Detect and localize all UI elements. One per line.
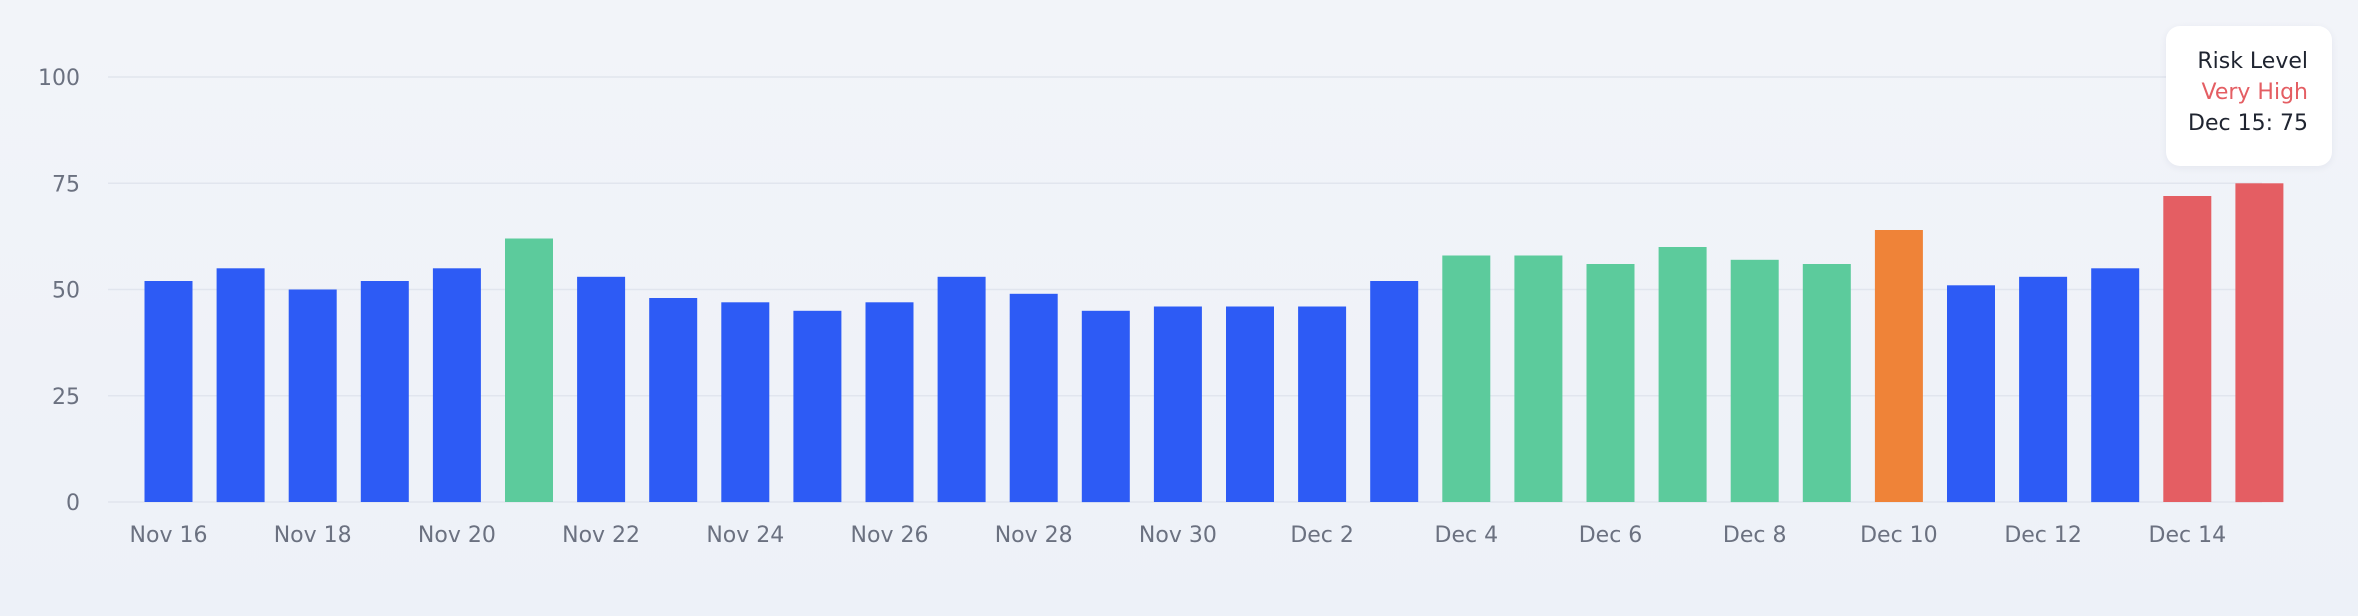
bar-10[interactable] bbox=[793, 310, 842, 503]
x-tick-label: Dec 14 bbox=[2149, 523, 2227, 548]
bar-2[interactable] bbox=[216, 268, 265, 503]
tooltip-risk-level: Very High bbox=[2201, 80, 2309, 105]
bar-11[interactable] bbox=[865, 302, 914, 503]
x-tick-label: Nov 30 bbox=[1139, 523, 1217, 548]
bar-1[interactable] bbox=[144, 281, 193, 502]
tooltip-value: Dec 15: 75 bbox=[2188, 111, 2308, 136]
tooltip-title: Risk Level bbox=[2197, 49, 2308, 74]
y-tick-label: 0 bbox=[66, 491, 80, 516]
bar-17[interactable] bbox=[1298, 306, 1347, 503]
x-tick-label: Nov 18 bbox=[274, 523, 352, 548]
bar-25[interactable] bbox=[1874, 230, 1923, 502]
x-tick-label: Nov 20 bbox=[418, 523, 496, 548]
y-tick-label: 25 bbox=[52, 385, 80, 410]
bar-27[interactable] bbox=[2019, 276, 2068, 503]
bar-22[interactable] bbox=[1658, 247, 1707, 502]
bar-3[interactable] bbox=[288, 289, 337, 503]
x-tick-label: Dec 8 bbox=[1723, 523, 1787, 548]
bar-16[interactable] bbox=[1226, 306, 1274, 503]
bar-tooltip: Risk Level Very High Dec 15: 75 bbox=[2166, 26, 2332, 166]
bar-20[interactable] bbox=[1514, 255, 1563, 503]
x-tick-label: Dec 6 bbox=[1579, 523, 1643, 548]
bar-12[interactable] bbox=[937, 276, 986, 503]
bar-5[interactable] bbox=[432, 268, 481, 503]
bar-28[interactable] bbox=[2091, 268, 2140, 503]
bar-7[interactable] bbox=[577, 276, 626, 503]
y-tick-label: 100 bbox=[38, 66, 80, 91]
x-tick-label: Dec 4 bbox=[1435, 523, 1499, 548]
bar-6[interactable] bbox=[505, 238, 553, 503]
y-tick-label: 75 bbox=[52, 172, 80, 197]
x-tick-label: Dec 10 bbox=[1860, 523, 1938, 548]
bar-9[interactable] bbox=[721, 302, 770, 503]
bar-30[interactable] bbox=[2235, 183, 2284, 503]
x-tick-label: Nov 16 bbox=[130, 523, 208, 548]
bar-23[interactable] bbox=[1730, 259, 1779, 503]
x-tick-label: Nov 24 bbox=[706, 523, 784, 548]
bar-8[interactable] bbox=[649, 298, 698, 502]
x-tick-label: Dec 12 bbox=[2004, 523, 2082, 548]
bar-26[interactable] bbox=[1947, 285, 1995, 503]
bar-19[interactable] bbox=[1442, 255, 1491, 503]
bar-14[interactable] bbox=[1081, 310, 1130, 503]
x-tick-label: Dec 2 bbox=[1290, 523, 1354, 548]
bar-24[interactable] bbox=[1802, 264, 1851, 502]
bar-21[interactable] bbox=[1586, 264, 1635, 502]
bar-18[interactable] bbox=[1370, 281, 1419, 502]
bar-15[interactable] bbox=[1153, 306, 1202, 503]
x-tick-label: Nov 28 bbox=[995, 523, 1073, 548]
x-tick-label: Nov 26 bbox=[851, 523, 929, 548]
bar-13[interactable] bbox=[1009, 293, 1058, 503]
y-tick-label: 50 bbox=[52, 279, 80, 304]
x-tick-label: Nov 22 bbox=[562, 523, 640, 548]
bar-29[interactable] bbox=[2163, 196, 2212, 502]
bar-4[interactable] bbox=[360, 281, 409, 502]
